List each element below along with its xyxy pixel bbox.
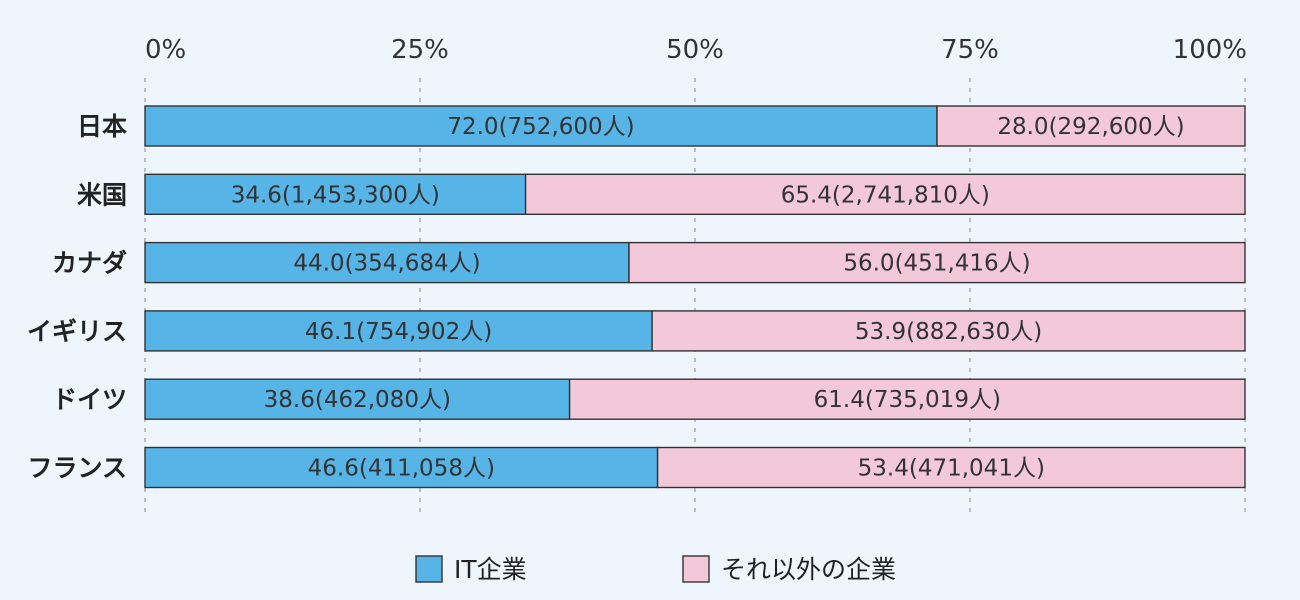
tick-labels: 0% 25% 50% 75% 100%	[145, 35, 1247, 65]
category-label: フランス	[27, 454, 127, 483]
bar-segment	[144, 378, 571, 420]
category-label: 日本	[77, 112, 127, 141]
data-label: 65.4(2,741,810人)	[781, 182, 990, 208]
data-label: 28.0(292,600人)	[997, 114, 1184, 140]
bar-segment	[144, 173, 527, 216]
x-tick-label: 100%	[1173, 35, 1247, 65]
bar-segment	[628, 241, 1246, 284]
legend-label: それ以外の企業	[721, 555, 896, 584]
category-label: 米国	[77, 180, 127, 209]
category-label: ドイツ	[52, 385, 127, 414]
bars	[144, 105, 1246, 489]
data-label: 53.9(882,630人)	[855, 319, 1042, 345]
data-label: 34.6(1,453,300人)	[231, 182, 440, 208]
legend-swatch	[682, 555, 710, 583]
data-label: 56.0(451,416人)	[843, 251, 1030, 277]
x-tick-label: 50%	[666, 35, 724, 65]
bar-segment	[144, 241, 630, 284]
bar-segment	[651, 310, 1246, 352]
data-label: 61.4(735,019人)	[814, 387, 1001, 413]
bar-segment	[936, 105, 1246, 147]
bar-segment	[524, 173, 1246, 216]
data-label: 44.0(354,684人)	[293, 251, 480, 277]
bar-segment	[568, 378, 1246, 420]
legend: IT企業 それ以外の企業	[415, 555, 896, 584]
legend-swatch	[415, 555, 443, 583]
data-labels: 72.0(752,600人) 28.0(292,600人) 34.6(1,453,3…	[231, 114, 1185, 482]
data-label: 53.4(471,041人)	[858, 456, 1045, 482]
category-label: イギリス	[27, 317, 127, 346]
data-label: 38.6(462,080人)	[264, 387, 451, 413]
data-label: 46.1(754,902人)	[305, 319, 492, 345]
x-tick-label: 25%	[391, 35, 449, 65]
bar-segment	[656, 446, 1246, 489]
legend-label: IT企業	[454, 555, 527, 584]
grid-layer	[144, 78, 1246, 518]
data-label: 72.0(752,600人)	[447, 114, 634, 140]
x-tick-label: 0%	[145, 35, 186, 65]
x-tick-label: 75%	[941, 35, 999, 65]
bar-segment	[144, 310, 653, 352]
data-label: 46.6(411,058人)	[308, 456, 495, 482]
bar-segment	[144, 105, 938, 147]
category-label: カナダ	[52, 249, 127, 278]
bar-segment	[144, 446, 659, 489]
